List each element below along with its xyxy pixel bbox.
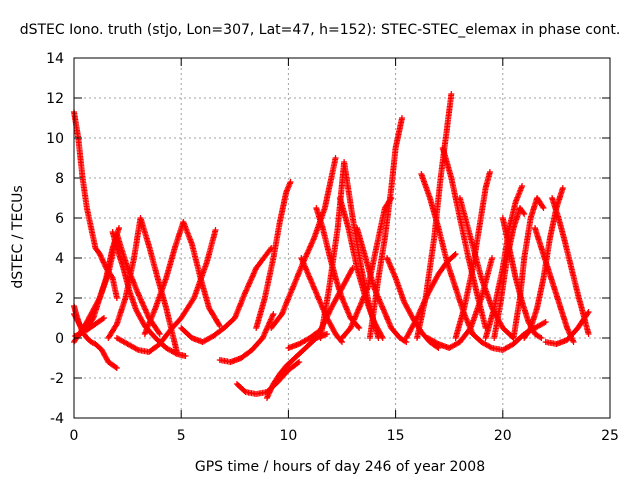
x-tick-label: 20 bbox=[494, 428, 512, 444]
x-tick-label: 10 bbox=[279, 428, 297, 444]
data-points bbox=[71, 91, 592, 401]
series-22-points bbox=[366, 115, 406, 341]
series-13-points bbox=[253, 179, 294, 331]
series-39-points bbox=[542, 309, 592, 347]
series-30-points bbox=[456, 195, 517, 341]
x-tick-label: 0 bbox=[70, 428, 79, 444]
series-8-points bbox=[141, 219, 223, 337]
series-25-points bbox=[414, 91, 455, 341]
series-23-points bbox=[384, 255, 442, 351]
y-tick-label: 4 bbox=[55, 251, 64, 267]
y-tick-label: 0 bbox=[55, 331, 64, 347]
y-tick-label: 12 bbox=[46, 91, 64, 107]
y-tick-label: 14 bbox=[46, 51, 64, 67]
series-37-points bbox=[532, 225, 577, 345]
series-26-points bbox=[418, 171, 476, 337]
series-9-points bbox=[178, 245, 275, 345]
series-10-points bbox=[216, 311, 277, 365]
y-tick-label: -4 bbox=[50, 411, 64, 427]
y-tick-label: 2 bbox=[55, 291, 64, 307]
x-tick-label: 15 bbox=[387, 428, 405, 444]
x-tick-label: 5 bbox=[177, 428, 186, 444]
series-7-points bbox=[113, 227, 219, 355]
x-tick-label: 25 bbox=[601, 428, 619, 444]
y-tick-label: -2 bbox=[50, 371, 64, 387]
x-axis-label: GPS time / hours of day 246 of year 2008 bbox=[195, 459, 485, 475]
series-36-points bbox=[521, 185, 566, 341]
series-29-points bbox=[452, 169, 493, 341]
axis-ticks: 0 5 10 15 20 25 -4 -2 0 2 4 6 8 10 12 14 bbox=[46, 51, 619, 444]
y-tick-label: 8 bbox=[55, 171, 64, 187]
plot-frame bbox=[73, 57, 611, 419]
series-35-points bbox=[510, 195, 547, 341]
y-tick-label: 10 bbox=[46, 131, 64, 147]
series-18-points bbox=[317, 159, 382, 341]
chart-title: dSTEC Iono. truth (stjo, Lon=307, Lat=47… bbox=[20, 22, 621, 38]
y-tick-label: 6 bbox=[55, 211, 64, 227]
y-axis-label: dSTEC / TECUs bbox=[10, 185, 26, 288]
